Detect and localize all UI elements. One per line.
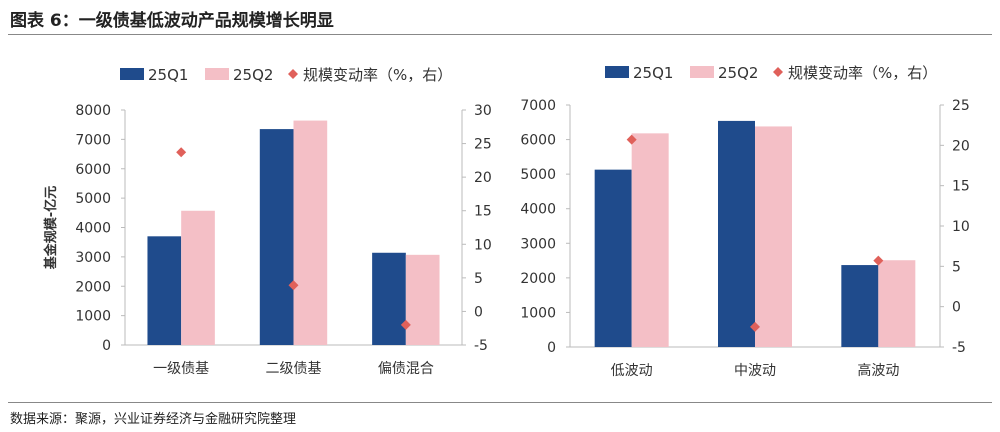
- category-label: 高波动: [857, 362, 899, 379]
- title-divider: [8, 34, 992, 35]
- change-rate-marker: [288, 280, 299, 291]
- y-tick-label: 2000: [520, 271, 556, 287]
- category-label: 偏债混合: [378, 361, 434, 377]
- legend-label-25q1: 25Q1: [148, 66, 188, 84]
- legend-swatch-25q1: [605, 66, 629, 78]
- bar-25q1: [594, 169, 632, 347]
- legend-swatch-25q2: [205, 68, 229, 80]
- y-tick-label: 1000: [520, 305, 556, 321]
- category-label: 中波动: [734, 363, 776, 379]
- y2-tick-label: 10: [952, 219, 970, 235]
- bar-25q2: [631, 133, 669, 347]
- legend-label-change: 规模变动率（%，右）: [788, 64, 937, 82]
- bar-25q1: [372, 252, 406, 345]
- legend-label-change: 规模变动率（%，右）: [303, 66, 452, 84]
- y-tick-label: 4000: [520, 202, 556, 218]
- y2-tick-label: 0: [952, 300, 961, 316]
- figure-title: 图表 6：一级债基低波动产品规模增长明显: [10, 11, 334, 31]
- y2-tick-label: 20: [474, 170, 492, 186]
- y2-tick-label: 20: [952, 138, 970, 154]
- bar-25q2: [293, 120, 328, 345]
- bar-25q2: [878, 260, 916, 347]
- y-tick-label: 4000: [75, 221, 111, 237]
- bar-25q1: [841, 265, 879, 347]
- y-tick-label: 5000: [520, 167, 556, 183]
- y2-tick-label: 0: [474, 304, 483, 320]
- category-label: 二级债基: [266, 360, 322, 377]
- bar-25q1: [147, 236, 182, 345]
- bar-25q1: [718, 120, 755, 347]
- y-tick-label: 5000: [75, 191, 111, 207]
- change-rate-marker: [750, 321, 760, 332]
- y2-tick-label: 10: [474, 237, 492, 253]
- y-tick-label: 0: [102, 338, 111, 354]
- y2-tick-label: 15: [952, 179, 970, 195]
- y-tick-label: 8000: [75, 103, 111, 119]
- change-rate-marker: [176, 147, 187, 158]
- y2-tick-label: 30: [474, 103, 492, 119]
- y2-tick-label: 25: [474, 137, 492, 153]
- change-rate-marker: [873, 255, 884, 266]
- y-tick-label: 7000: [75, 132, 111, 148]
- change-rate-marker: [626, 134, 637, 145]
- y-tick-label: 7000: [520, 98, 556, 114]
- legend-label-25q1: 25Q1: [633, 64, 673, 82]
- y-tick-label: 3000: [520, 236, 556, 252]
- y-axis-label: 基金规模-亿元: [43, 186, 59, 270]
- category-label: 低波动: [611, 363, 653, 379]
- y-tick-label: 1000: [75, 309, 111, 325]
- y-tick-label: 3000: [75, 250, 111, 266]
- legend-swatch-25q2: [690, 66, 714, 78]
- bar-25q2: [755, 126, 792, 347]
- category-label: 一级债基: [153, 360, 209, 377]
- y-tick-label: 6000: [520, 133, 556, 149]
- legend-label-25q2: 25Q2: [718, 64, 758, 82]
- y2-tick-label: 25: [952, 98, 970, 114]
- y-tick-label: 6000: [75, 162, 111, 178]
- legend-label-25q2: 25Q2: [233, 66, 273, 84]
- bar-25q2: [405, 254, 440, 345]
- legend-swatch-25q1: [120, 68, 144, 80]
- legend-swatch-change: [773, 67, 783, 77]
- y2-tick-label: 5: [952, 259, 961, 275]
- y2-tick-label: -5: [952, 340, 966, 356]
- footer-divider: [8, 402, 992, 403]
- source-note: 数据来源：聚源，兴业证券经济与金融研究院整理: [10, 412, 297, 427]
- bar-25q1: [259, 129, 294, 345]
- y2-tick-label: 15: [474, 204, 492, 220]
- bar-25q2: [181, 210, 215, 345]
- y-tick-label: 0: [547, 340, 556, 356]
- y2-tick-label: -5: [474, 338, 488, 354]
- y2-tick-label: 5: [474, 271, 483, 287]
- y-tick-label: 2000: [75, 279, 111, 295]
- legend-swatch-change: [288, 69, 298, 79]
- change-rate-marker: [400, 319, 411, 330]
